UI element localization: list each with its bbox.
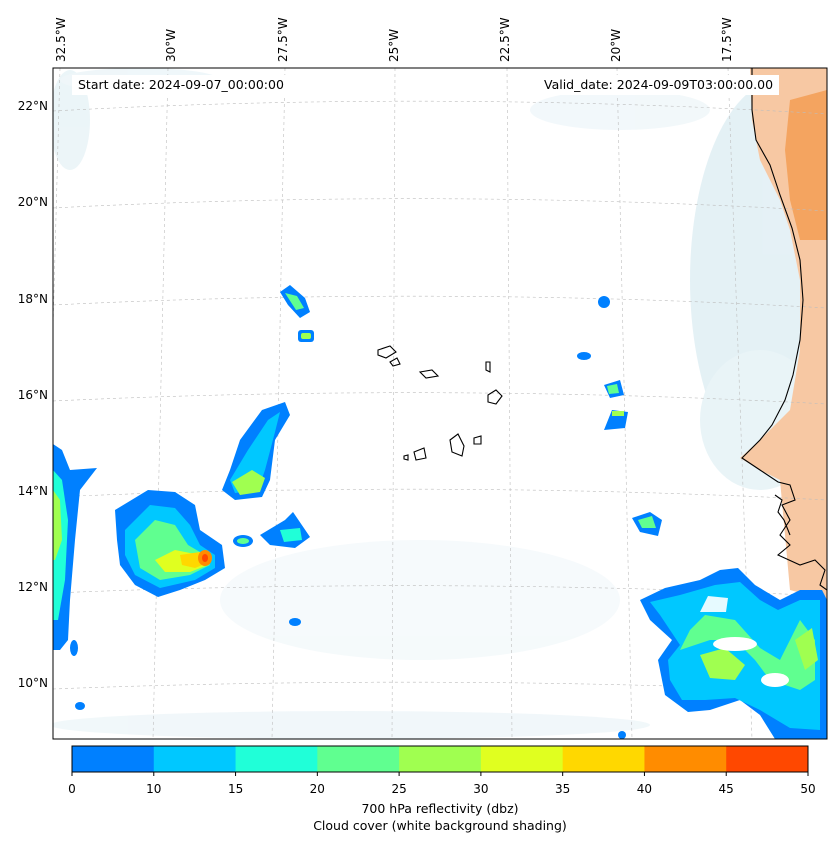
- colorbar-tick-label: 30: [473, 782, 489, 796]
- island-sao-nicolau: [418, 369, 440, 379]
- colorbar-tick-label: 45: [718, 782, 734, 796]
- island-maio: [473, 435, 482, 445]
- colorbar-label-cloud-cover: Cloud cover (white background shading): [313, 818, 567, 833]
- map-frame: [52, 67, 828, 740]
- colorbar: [71, 745, 809, 776]
- africa-coast: [741, 68, 827, 591]
- island-fogo: [413, 447, 427, 461]
- lon-label: 32.5°W: [54, 17, 68, 62]
- lon-label: 22.5°W: [498, 17, 512, 62]
- colorbar-tick-label: 50: [800, 782, 816, 796]
- lon-label: 17.5°W: [720, 17, 734, 62]
- colorbar-border: [71, 745, 809, 773]
- valid-date-label: Valid_date: 2024-09-09T03:00:00.00: [538, 75, 780, 95]
- lat-label: 12°N: [17, 580, 48, 594]
- island-sal: [485, 361, 491, 373]
- colorbar-segment: [72, 746, 155, 772]
- reflectivity-cells: [53, 285, 827, 739]
- coastlines: [377, 68, 827, 591]
- lon-label: 25°W: [387, 28, 401, 62]
- island-brava: [403, 454, 409, 461]
- lat-label: 20°N: [17, 195, 48, 209]
- lat-label: 18°N: [17, 292, 48, 306]
- colorbar-segment: [235, 746, 318, 772]
- colorbar-tick-label: 10: [146, 782, 162, 796]
- africa-land-shading-strong: [785, 90, 827, 240]
- colorbar-tick-label: 35: [555, 782, 571, 796]
- lat-label: 14°N: [17, 484, 48, 498]
- colorbar-tick-label: 40: [636, 782, 653, 796]
- island-santiago: [449, 433, 465, 457]
- colorbar-segment: [644, 746, 727, 772]
- colorbar-segment: [480, 746, 564, 772]
- island-sao-vicente: [389, 357, 401, 367]
- colorbar-tick-label: 20: [309, 782, 325, 796]
- colorbar-tick-label: 25: [391, 782, 407, 796]
- colorbar-tick-label: 0: [68, 782, 76, 796]
- colorbar-segment: [317, 746, 400, 772]
- lon-label: 30°W: [164, 28, 178, 62]
- lat-label: 22°N: [17, 99, 48, 113]
- cell-small-4: [289, 618, 301, 626]
- lat-label: 10°N: [17, 676, 48, 690]
- colorbar-tick-label: 15: [227, 782, 244, 796]
- colorbar-segment: [726, 746, 809, 772]
- colorbar-segment: [153, 746, 237, 772]
- island-santo-antao: [377, 345, 397, 359]
- colorbar-segment: [399, 746, 482, 772]
- lon-label: 20°W: [609, 28, 623, 62]
- lat-label: 16°N: [17, 388, 48, 402]
- cell-east-1: [598, 296, 610, 308]
- start-date-label: Start date: 2024-09-07_00:00:00: [72, 75, 290, 95]
- island-boa-vista: [487, 389, 503, 405]
- colorbar-segment: [562, 746, 645, 772]
- colorbar-label-reflectivity: 700 hPa reflectivity (dbz): [361, 801, 519, 816]
- lon-label: 27.5°W: [276, 17, 290, 62]
